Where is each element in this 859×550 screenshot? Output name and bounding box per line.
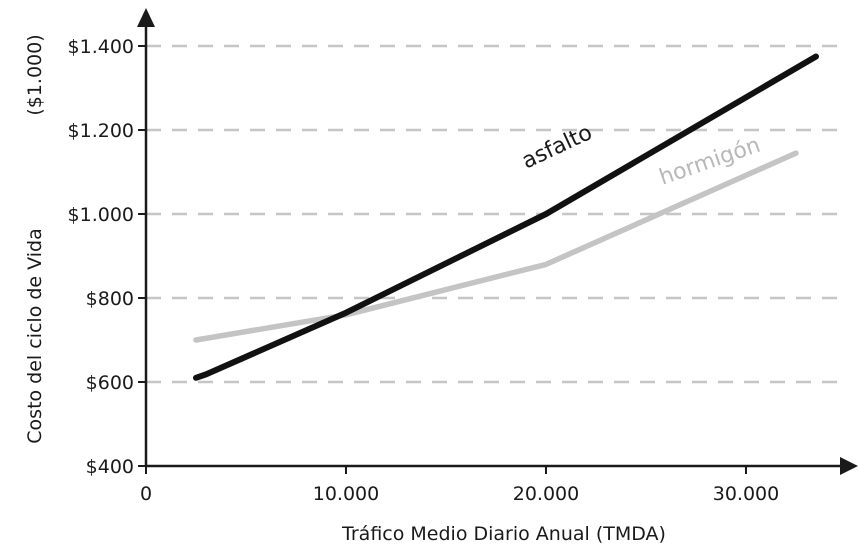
x-tick-label-3: 30.000: [713, 483, 779, 505]
tick-labels: $400 $600 $800 $1.000 $1.200 $1.400 0 10.000 20.…: [68, 36, 780, 505]
series-line-asfalto: [193, 53, 819, 381]
axes: [137, 8, 858, 475]
y-axis-unit: ($1.000): [24, 34, 46, 115]
x-tick-label-2: 20.000: [513, 483, 579, 505]
series-lines: [193, 53, 819, 381]
y-tick-label-4: $1.200: [68, 120, 134, 142]
y-tick-label-2: $800: [86, 288, 134, 310]
x-tick-label-1: 10.000: [313, 483, 379, 505]
y-axis-arrow-icon: [137, 8, 155, 27]
y-tick-label-5: $1.400: [68, 36, 134, 58]
series-label-asfalto: asfalto: [518, 120, 596, 174]
x-axis-arrow-icon: [840, 457, 858, 475]
gridlines: [146, 44, 838, 384]
x-axis-title: Tráfico Medio Diario Anual (TMDA): [341, 523, 666, 545]
series-line-hormigon: [193, 150, 799, 343]
y-tick-label-1: $600: [86, 372, 134, 394]
x-tick-label-0: 0: [140, 483, 152, 505]
y-axis-title: Costo del ciclo de Vida: [24, 228, 46, 443]
y-tick-label-0: $400: [86, 456, 134, 478]
y-tick-label-3: $1.000: [68, 204, 134, 226]
